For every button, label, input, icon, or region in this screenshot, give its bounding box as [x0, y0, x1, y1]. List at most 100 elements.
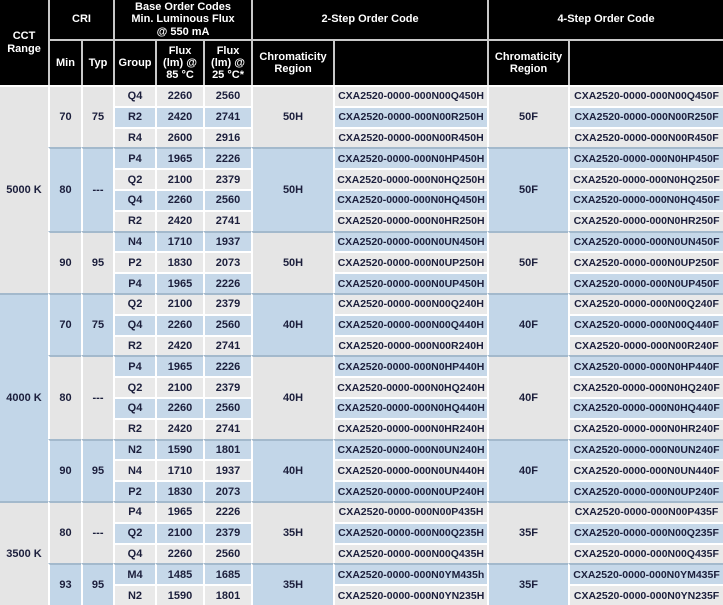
cell-order-code-2step: CXA2520-0000-000N0UN440H	[333, 459, 487, 480]
cell-chromaticity-region-2step: 50H	[251, 231, 333, 293]
cell-order-code-2step: CXA2520-0000-000N00Q240H	[333, 293, 487, 314]
cell-chromaticity-region-4step: 50F	[487, 85, 568, 147]
header-cri: CRI	[48, 0, 113, 39]
cell-flux-85c: 2100	[155, 293, 203, 314]
cell-order-code-4step: CXA2520-0000-000N0HP450F	[568, 147, 723, 168]
cell-order-code-2step: CXA2520-0000-000N00Q440H	[333, 314, 487, 335]
cell-flux-25c: 2916	[203, 127, 251, 148]
cell-order-code-2step: CXA2520-0000-000N0UN450H	[333, 231, 487, 252]
cell-flux-25c: 1685	[203, 563, 251, 584]
cell-flux-group: Q2	[113, 168, 155, 189]
cell-cct-range: 5000 K	[0, 85, 48, 293]
cell-flux-group: P4	[113, 272, 155, 293]
header-flux-25c: Flux (lm) @ 25 °C*	[203, 39, 251, 85]
cell-flux-group: R2	[113, 210, 155, 231]
table-row: 4000 K7075Q22100237940HCXA2520-0000-000N…	[0, 293, 723, 314]
cell-flux-85c: 1965	[155, 501, 203, 522]
cell-flux-85c: 1710	[155, 231, 203, 252]
cell-order-code-4step: CXA2520-0000-000N0UP240F	[568, 480, 723, 501]
cell-cri-min: 90	[48, 231, 81, 293]
cell-order-code-4step: CXA2520-0000-000N0UN450F	[568, 231, 723, 252]
cell-cri-typ: 75	[81, 293, 113, 355]
cell-flux-25c: 2741	[203, 210, 251, 231]
cell-cri-typ: ---	[81, 147, 113, 230]
cell-order-code-4step: CXA2520-0000-000N00Q440F	[568, 314, 723, 335]
cell-flux-25c: 2379	[203, 376, 251, 397]
cell-order-code-4step: CXA2520-0000-000N00Q240F	[568, 293, 723, 314]
cell-order-code-2step: CXA2520-0000-000N00R450H	[333, 127, 487, 148]
header-cct-range: CCT Range	[0, 0, 48, 85]
cell-order-code-4step: CXA2520-0000-000N0HQ240F	[568, 376, 723, 397]
cell-flux-25c: 2226	[203, 272, 251, 293]
cell-order-code-4step: CXA2520-0000-000N00Q235F	[568, 522, 723, 543]
table-row: 80---P41965222650HCXA2520-0000-000N0HP45…	[0, 147, 723, 168]
cell-flux-25c: 1937	[203, 459, 251, 480]
table-row: 80---P41965222640HCXA2520-0000-000N0HP44…	[0, 355, 723, 376]
cell-flux-85c: 1830	[155, 480, 203, 501]
cell-order-code-2step: CXA2520-0000-000N0HR250H	[333, 210, 487, 231]
cell-chromaticity-region-4step: 40F	[487, 355, 568, 438]
header-row-groups: CCT Range CRI Base Order Codes Min. Lumi…	[0, 0, 723, 39]
cell-flux-85c: 1590	[155, 584, 203, 605]
cell-flux-group: Q4	[113, 314, 155, 335]
cell-flux-25c: 2560	[203, 543, 251, 564]
header-4step-order-code: 4-Step Order Code	[487, 0, 723, 39]
order-codes-tbody: 5000 K7075Q42260256050HCXA2520-0000-000N…	[0, 85, 723, 605]
cell-flux-group: P4	[113, 355, 155, 376]
cell-flux-group: P4	[113, 501, 155, 522]
header-4step-code-blank	[568, 39, 723, 85]
cell-flux-group: P4	[113, 147, 155, 168]
cell-flux-25c: 2073	[203, 251, 251, 272]
table-row: 9095N21590180140HCXA2520-0000-000N0UN240…	[0, 439, 723, 460]
cell-order-code-2step: CXA2520-0000-000N0HP450H	[333, 147, 487, 168]
cell-flux-25c: 2379	[203, 522, 251, 543]
cell-order-code-2step: CXA2520-0000-000N00Q435H	[333, 543, 487, 564]
cell-order-code-4step: CXA2520-0000-000N0UP450F	[568, 272, 723, 293]
cell-flux-85c: 2420	[155, 210, 203, 231]
cell-chromaticity-region-2step: 50H	[251, 85, 333, 147]
cell-chromaticity-region-4step: 35F	[487, 563, 568, 605]
cell-flux-group: R2	[113, 106, 155, 127]
cell-flux-85c: 1965	[155, 147, 203, 168]
cell-cri-typ: 75	[81, 85, 113, 147]
cell-flux-25c: 2560	[203, 397, 251, 418]
table-row: 9395M41485168535HCXA2520-0000-000N0YM435…	[0, 563, 723, 584]
cell-flux-85c: 1830	[155, 251, 203, 272]
cell-flux-group: Q2	[113, 376, 155, 397]
cell-order-code-4step: CXA2520-0000-000N0YM435F	[568, 563, 723, 584]
cell-flux-25c: 2226	[203, 355, 251, 376]
cell-order-code-2step: CXA2520-0000-000N0HQ450H	[333, 189, 487, 210]
cell-flux-25c: 1801	[203, 439, 251, 460]
cell-cri-min: 70	[48, 293, 81, 355]
cell-flux-group: Q2	[113, 522, 155, 543]
cell-flux-group: Q4	[113, 189, 155, 210]
cell-flux-85c: 1485	[155, 563, 203, 584]
cell-flux-85c: 2260	[155, 543, 203, 564]
cell-flux-group: Q4	[113, 543, 155, 564]
cell-order-code-2step: CXA2520-0000-000N0HQ240H	[333, 376, 487, 397]
cell-cri-typ: 95	[81, 231, 113, 293]
header-flux-85c: Flux (lm) @ 85 °C	[155, 39, 203, 85]
header-row-subcolumns: Min Typ Group Flux (lm) @ 85 °C Flux (lm…	[0, 39, 723, 85]
cell-order-code-2step: CXA2520-0000-000N0HQ250H	[333, 168, 487, 189]
table-header: CCT Range CRI Base Order Codes Min. Lumi…	[0, 0, 723, 85]
cell-flux-group: N4	[113, 231, 155, 252]
cell-flux-group: Q2	[113, 293, 155, 314]
table-row: 3500 K80---P41965222635HCXA2520-0000-000…	[0, 501, 723, 522]
cell-flux-85c: 1965	[155, 355, 203, 376]
cell-flux-group: M4	[113, 563, 155, 584]
cell-order-code-2step: CXA2520-0000-000N0HQ440H	[333, 397, 487, 418]
cell-flux-group: Q4	[113, 397, 155, 418]
cell-flux-25c: 2073	[203, 480, 251, 501]
cell-flux-25c: 2560	[203, 85, 251, 106]
cell-flux-85c: 2600	[155, 127, 203, 148]
header-group: Group	[113, 39, 155, 85]
cell-flux-group: N2	[113, 584, 155, 605]
cell-cct-range: 4000 K	[0, 293, 48, 501]
cell-flux-85c: 2100	[155, 168, 203, 189]
cell-order-code-2step: CXA2520-0000-000N0UP240H	[333, 480, 487, 501]
cell-chromaticity-region-2step: 40H	[251, 355, 333, 438]
cell-flux-25c: 2741	[203, 335, 251, 356]
cell-order-code-4step: CXA2520-0000-000N00R250F	[568, 106, 723, 127]
cell-order-code-2step: CXA2520-0000-000N0HP440H	[333, 355, 487, 376]
